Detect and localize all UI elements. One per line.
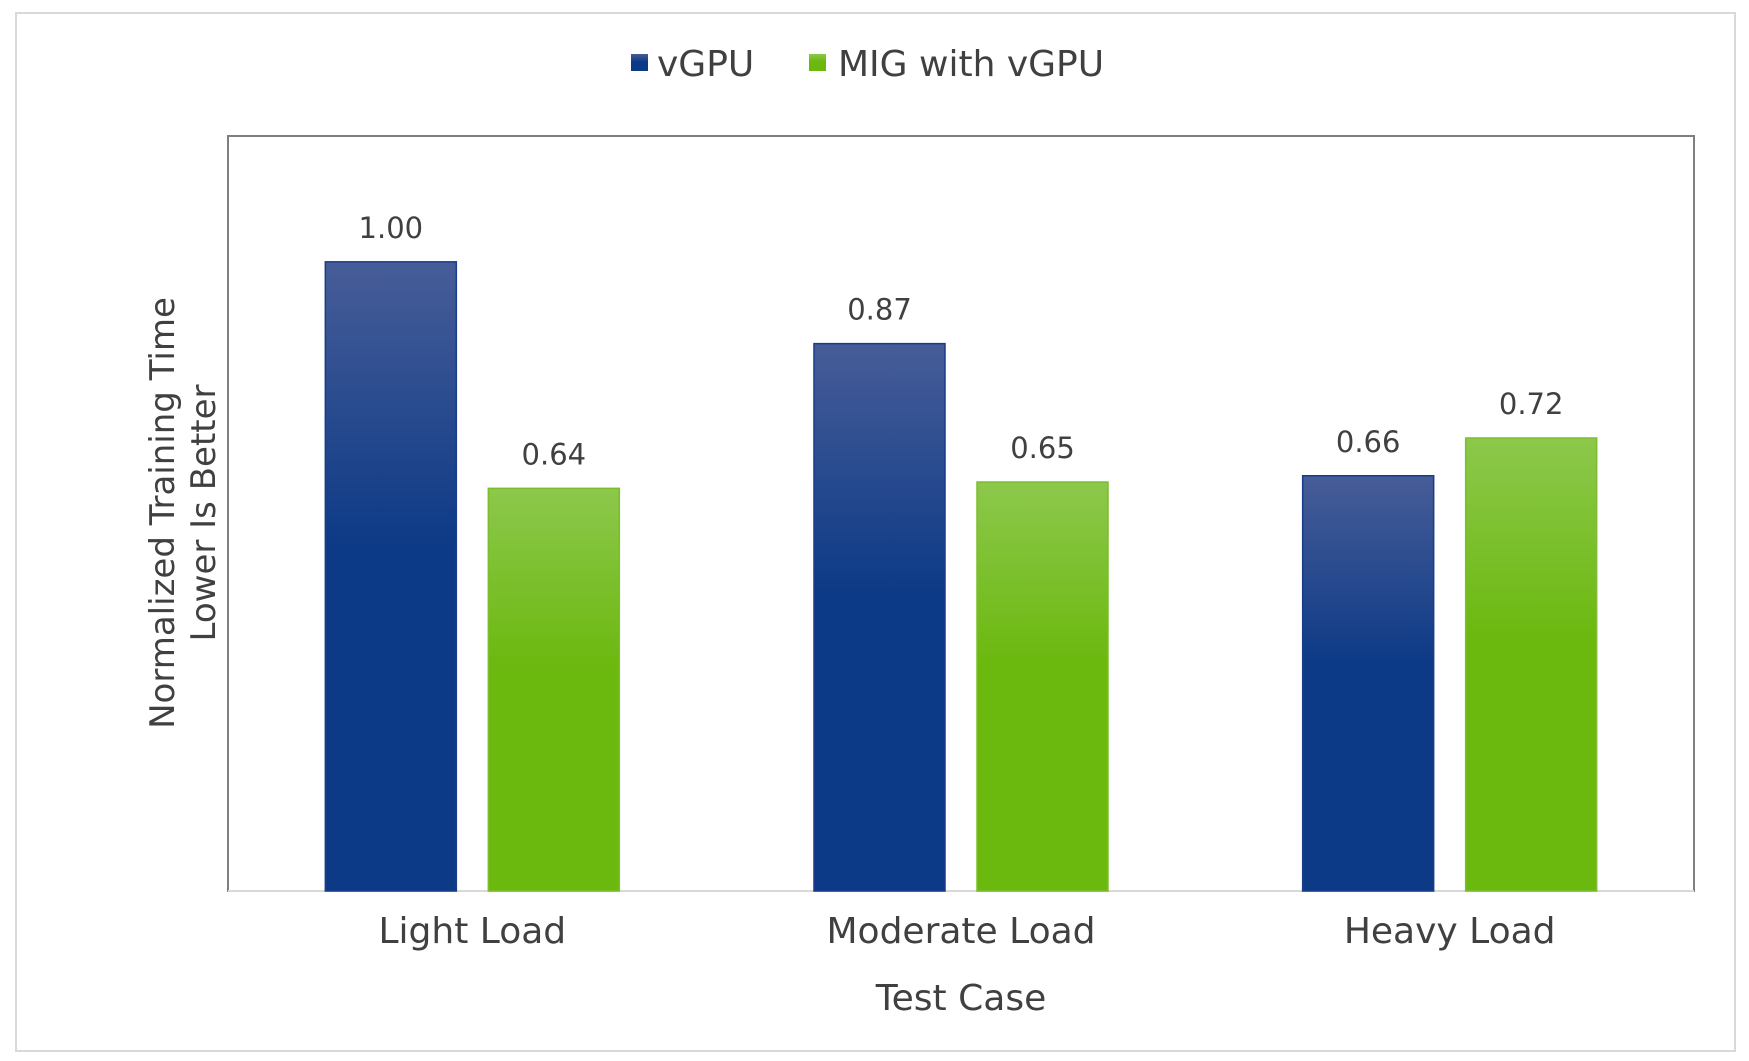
x-tick-label: Light Load: [379, 911, 567, 952]
bar-mig-with-vgpu-2: [1464, 437, 1598, 892]
labels: 1.00 0.64 Light Load 0.87 0.65 Moderate Load 0…: [359, 211, 1564, 952]
y-axis-title-line2: Lower Is Better: [184, 384, 224, 641]
bar-mig-with-vgpu-0: [487, 487, 621, 892]
data-label: 0.65: [1010, 431, 1075, 465]
legend-swatch: [809, 54, 826, 71]
bar-vgpu-1: [813, 342, 946, 892]
data-label: 0.66: [1336, 425, 1401, 459]
bar-mig-with-vgpu-1: [976, 481, 1109, 892]
x-axis-title: Test Case: [875, 978, 1046, 1019]
bar-vgpu-2: [1301, 475, 1435, 892]
x-tick-label: Moderate Load: [826, 911, 1095, 952]
data-label: 0.72: [1499, 387, 1564, 421]
legend: vGPU MIG with vGPU: [631, 44, 1104, 85]
bar-vgpu-0: [324, 261, 458, 892]
legend-swatch: [631, 54, 648, 71]
legend-label: vGPU: [657, 44, 754, 85]
bars: [324, 261, 1598, 892]
legend-label: MIG with vGPU: [838, 44, 1104, 85]
data-label: 0.64: [522, 437, 587, 471]
y-axis-title-line1: Normalized Training Time: [143, 297, 183, 729]
data-label: 1.00: [359, 211, 424, 245]
data-label: 0.87: [847, 293, 912, 327]
x-tick-label: Heavy Load: [1344, 911, 1556, 952]
